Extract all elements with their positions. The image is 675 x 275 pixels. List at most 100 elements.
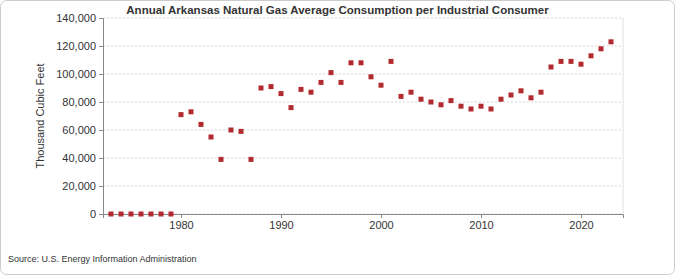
- y-tick-label: 140,000: [56, 12, 96, 24]
- point: [569, 59, 574, 64]
- y-tick: 120,000: [56, 40, 103, 52]
- point: [579, 62, 584, 67]
- point: [589, 53, 594, 58]
- point: [369, 74, 374, 79]
- point: [269, 84, 274, 89]
- y-tick-mark: [99, 74, 103, 75]
- y-tick-label: 120,000: [56, 40, 96, 52]
- grid-line: [103, 74, 623, 75]
- grid-line: [103, 158, 623, 159]
- x-tick-label: 1980: [169, 219, 193, 231]
- point: [449, 98, 454, 103]
- x-tick: 2000: [369, 214, 393, 231]
- grid-line: [103, 186, 623, 187]
- title: Annual Arkansas Natural Gas Average Cons…: [126, 4, 549, 16]
- x-tick-mark: [181, 214, 182, 218]
- x-axis-line: [104, 215, 624, 219]
- x-tick-label: 2010: [469, 219, 493, 231]
- point: [469, 107, 474, 112]
- point: [109, 212, 114, 217]
- grid: [103, 18, 623, 214]
- point: [149, 212, 154, 217]
- point: [439, 102, 444, 107]
- x-tick-mark: [281, 214, 282, 218]
- source: Source: U.S. Energy Information Administ…: [8, 254, 197, 264]
- point: [229, 128, 234, 133]
- point: [429, 100, 434, 105]
- y-tick-label: 80,000: [62, 96, 96, 108]
- point: [129, 212, 134, 217]
- point: [309, 90, 314, 95]
- y-tick: 60,000: [62, 124, 103, 136]
- y-tick: 100,000: [56, 68, 103, 80]
- grid-line: [103, 130, 623, 131]
- point: [139, 212, 144, 217]
- x-tick-mark: [581, 214, 582, 218]
- chart-border: [1, 1, 675, 275]
- x-tick-mark: [381, 214, 382, 218]
- point: [359, 60, 364, 65]
- point: [559, 59, 564, 64]
- x-tick-mark: [481, 214, 482, 218]
- y-tick-mark: [99, 214, 103, 215]
- x-tick: 1980: [169, 214, 193, 231]
- point: [549, 65, 554, 70]
- point: [289, 105, 294, 110]
- point: [319, 80, 324, 85]
- point: [279, 91, 284, 96]
- point: [379, 83, 384, 88]
- y-tick: 40,000: [62, 152, 103, 164]
- grid-line: [103, 46, 623, 47]
- point: [459, 104, 464, 109]
- point: [239, 129, 244, 134]
- point: [249, 157, 254, 162]
- point: [419, 97, 424, 102]
- point: [399, 94, 404, 99]
- y-tick-mark: [99, 158, 103, 159]
- plot-frame: [623, 18, 624, 214]
- point: [169, 212, 174, 217]
- point: [179, 112, 184, 117]
- x-axis: 1980 1990 2000 2010 2020: [104, 214, 624, 231]
- y-tick-mark: [99, 46, 103, 47]
- marks: [109, 39, 614, 216]
- point: [349, 60, 354, 65]
- y-tick: 140,000: [56, 12, 103, 24]
- plot: 0 20,000 40,000 60,000 80,000 100,000 120,000 1…: [56, 12, 623, 231]
- y-axis-title: Thousand Cubic Feet: [34, 63, 46, 168]
- point: [479, 104, 484, 109]
- point: [529, 95, 534, 100]
- y-tick-label: 100,000: [56, 68, 96, 80]
- grid-line: [103, 102, 623, 103]
- point: [219, 157, 224, 162]
- y-tick-label: 20,000: [62, 180, 96, 192]
- x-tick: 2020: [569, 214, 593, 231]
- x-tick: 2010: [469, 214, 493, 231]
- point: [119, 212, 124, 217]
- chart: 0 20,000 40,000 60,000 80,000 100,000 120,000 1…: [0, 0, 675, 275]
- y-tick-mark: [99, 186, 103, 187]
- point: [209, 135, 214, 140]
- y-tick: 20,000: [62, 180, 103, 192]
- point: [339, 80, 344, 85]
- point: [299, 87, 304, 92]
- point: [389, 59, 394, 64]
- y-axis-line: [99, 19, 104, 215]
- point: [329, 70, 334, 75]
- y-tick-label: 60,000: [62, 124, 96, 136]
- point: [539, 90, 544, 95]
- point: [489, 107, 494, 112]
- point: [499, 97, 504, 102]
- y-tick-label: 0: [90, 208, 96, 220]
- x-tick-label: 1990: [269, 219, 293, 231]
- point: [599, 46, 604, 51]
- y-tick: 0: [90, 208, 103, 220]
- point: [409, 90, 414, 95]
- point: [159, 212, 164, 217]
- y-tick-mark: [99, 102, 103, 103]
- point: [609, 39, 614, 44]
- x-tick: 1990: [269, 214, 293, 231]
- point: [189, 109, 194, 114]
- point: [519, 88, 524, 93]
- point: [509, 93, 514, 98]
